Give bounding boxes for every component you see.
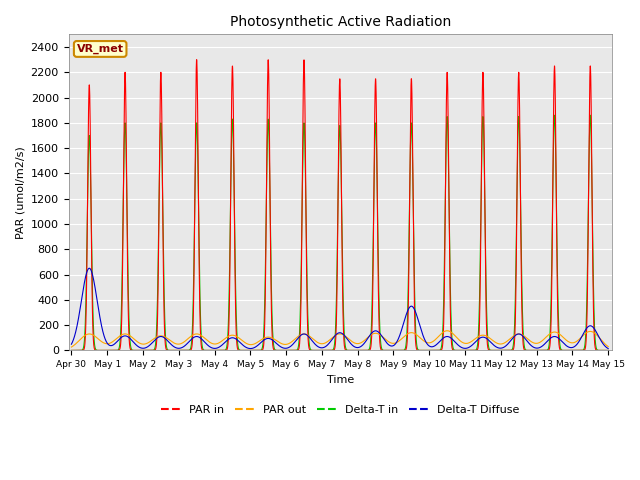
Legend: PAR in, PAR out, Delta-T in, Delta-T Diffuse: PAR in, PAR out, Delta-T in, Delta-T Dif…	[157, 400, 524, 419]
Delta-T Diffuse	[86, 265, 93, 271]
PAR out	[401, 333, 409, 338]
Y-axis label: PAR (umol/m2/s): PAR (umol/m2/s)	[15, 146, 25, 239]
PAR in	[182, 348, 190, 353]
Delta-T in	[401, 346, 409, 351]
Delta-T Diffuse	[604, 346, 612, 351]
PAR in	[604, 348, 612, 353]
PAR out	[604, 344, 612, 349]
Title: Photosynthetic Active Radiation: Photosynthetic Active Radiation	[230, 15, 451, 29]
Delta-T in	[218, 348, 225, 353]
PAR out	[444, 328, 451, 334]
Delta-T in	[604, 348, 612, 353]
PAR in	[402, 347, 410, 353]
PAR out	[182, 337, 190, 343]
PAR out	[604, 344, 612, 349]
Delta-T Diffuse	[402, 313, 410, 319]
PAR out	[68, 344, 76, 350]
Delta-T Diffuse	[246, 346, 254, 351]
PAR out	[218, 338, 225, 344]
Delta-T in	[604, 348, 612, 353]
Delta-T in	[392, 348, 400, 353]
Line: Delta-T Diffuse: Delta-T Diffuse	[72, 268, 608, 348]
Line: Delta-T in: Delta-T in	[72, 115, 608, 350]
PAR in	[604, 348, 612, 353]
X-axis label: Time: Time	[326, 375, 354, 384]
Line: PAR out: PAR out	[72, 331, 608, 347]
PAR in	[218, 348, 225, 353]
PAR in	[193, 57, 200, 62]
Delta-T in	[182, 348, 190, 353]
Delta-T Diffuse	[604, 346, 612, 351]
Delta-T Diffuse	[218, 343, 225, 348]
Line: PAR in: PAR in	[72, 60, 608, 350]
PAR in	[68, 348, 76, 353]
PAR in	[392, 348, 400, 353]
Text: VR_met: VR_met	[77, 44, 124, 54]
PAR in	[554, 286, 561, 292]
Delta-T Diffuse	[68, 341, 76, 347]
PAR out	[554, 330, 561, 336]
Delta-T in	[586, 112, 594, 118]
Delta-T in	[554, 254, 561, 260]
Delta-T in	[68, 348, 76, 353]
Delta-T Diffuse	[554, 335, 561, 340]
PAR out	[392, 340, 400, 346]
Delta-T Diffuse	[182, 341, 190, 347]
Delta-T Diffuse	[392, 340, 400, 346]
